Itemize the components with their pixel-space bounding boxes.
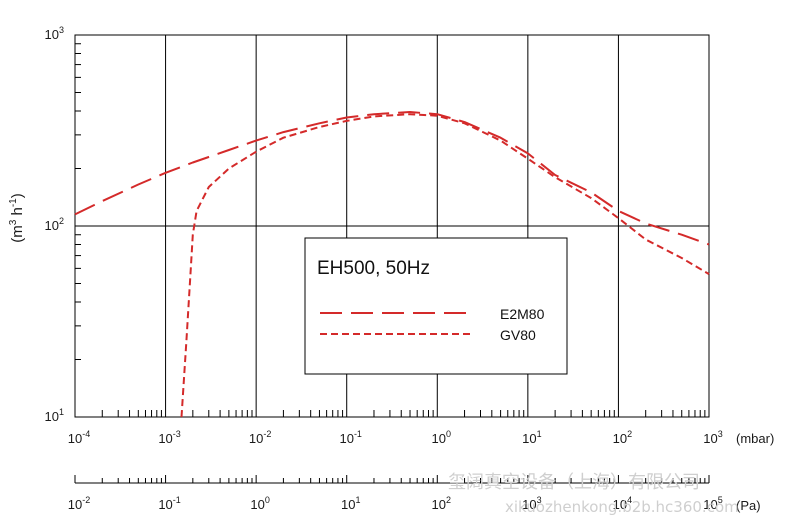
legend-label-e2m80: E2M80	[500, 306, 545, 322]
pa-tick-label: 105	[703, 495, 722, 512]
legend-label-gv80: GV80	[500, 327, 536, 343]
series-line-e2m80	[74, 111, 710, 246]
x-tick-label: 10-4	[68, 429, 90, 446]
watermark-url: xikuozhenkong.b2b.hc360.com	[505, 498, 739, 516]
y-axis-label: (m3 h-1)	[8, 193, 26, 242]
x-tick-label: 101	[522, 429, 541, 446]
series-layer	[74, 111, 710, 418]
pa-tick-label: 10-1	[158, 495, 180, 512]
pa-tick-label: 104	[613, 495, 632, 512]
pa-tick-label: 10-2	[68, 495, 90, 512]
y-tick-label: 103	[45, 25, 64, 42]
legend-box	[304, 237, 568, 375]
x-tick-label: 100	[432, 429, 451, 446]
legend-title: EH500, 50Hz	[317, 258, 430, 279]
x-tick-label: 102	[613, 429, 632, 446]
pa-tick-label: 101	[341, 495, 360, 512]
pa-tick-label: 102	[432, 495, 451, 512]
pa-tick-label: 103	[522, 495, 541, 512]
x-tick-label: 10-1	[339, 429, 361, 446]
plot-frame	[74, 34, 710, 418]
pa-tick-label: 100	[250, 495, 269, 512]
x-tick-label: 10-3	[158, 429, 180, 446]
y-tick-label: 101	[45, 407, 64, 424]
y-tick-label: 102	[45, 216, 64, 233]
x-tick-label: 10-2	[249, 429, 271, 446]
x-axis-unit-pa: (Pa)	[736, 498, 761, 513]
legend: EH500, 50Hz E2M80 GV80	[304, 237, 568, 375]
series-line-gv80	[180, 113, 710, 418]
minor-ticks	[75, 43, 706, 417]
x-tick-label: 103	[703, 429, 722, 446]
x-tick-labels: 10-4 10-3 10-2 10-1 100 101 102 103	[68, 429, 723, 446]
watermark-company: 玺阔真空设备（上海）有限公司	[448, 472, 700, 493]
y-tick-labels: 101 102 103	[45, 25, 64, 424]
x-axis-unit-mbar: (mbar)	[736, 431, 774, 446]
secondary-x-axis: 10-2 10-1 100 101 102 103 104 105 (Pa)	[68, 475, 761, 513]
